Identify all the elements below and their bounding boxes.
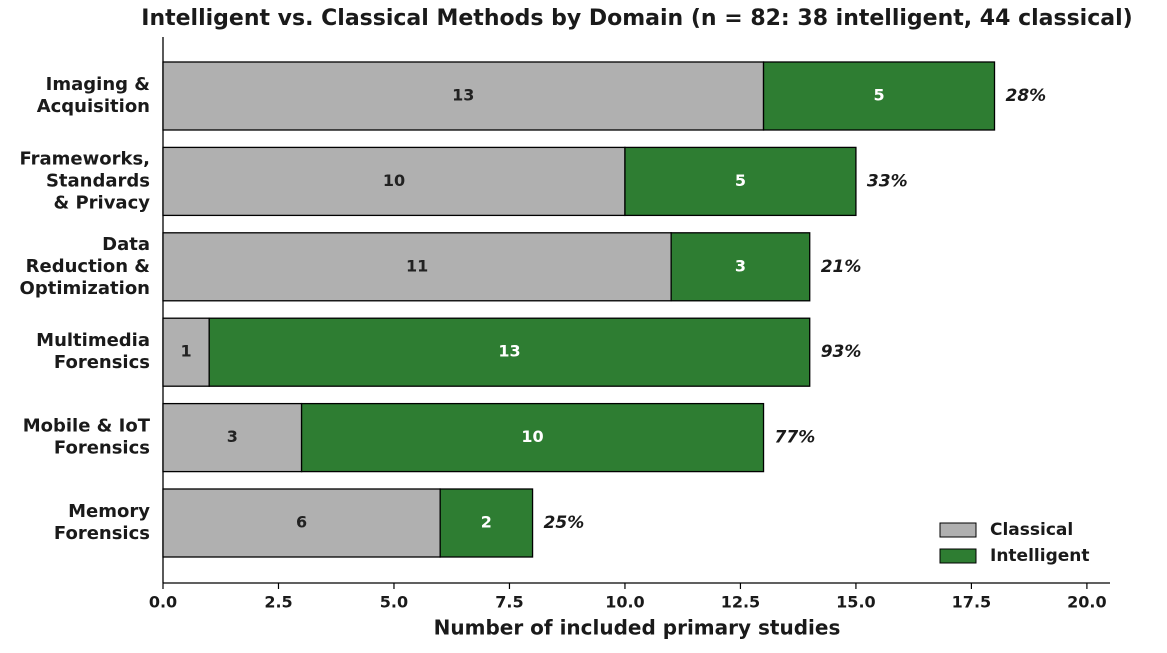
x-tick-label: 12.5	[721, 593, 760, 612]
chart-title: Intelligent vs. Classical Methods by Dom…	[141, 6, 1132, 31]
y-tick-label: Imaging & Acquisition	[37, 74, 150, 117]
share-label: 28%	[1006, 86, 1047, 106]
legend-swatch	[939, 522, 977, 538]
bar-value-label: 3	[227, 427, 238, 446]
y-tick-label: Multimedia Forensics	[36, 330, 150, 373]
bar-value-label: 2	[481, 513, 492, 532]
bar-value-label: 13	[452, 86, 474, 105]
x-tick-label: 17.5	[952, 593, 991, 612]
x-tick-label: 5.0	[380, 593, 408, 612]
bar-segment	[762, 61, 996, 131]
x-tick-label: 2.5	[264, 593, 292, 612]
x-tick-label: 10.0	[605, 593, 644, 612]
bar-value-label: 5	[873, 86, 884, 105]
x-tick-label: 15.0	[836, 593, 875, 612]
y-tick-label: Mobile & IoT Forensics	[23, 416, 151, 459]
bar-value-label: 6	[296, 513, 307, 532]
x-axis-label: Number of included primary studies	[434, 616, 841, 640]
bar-segment	[162, 146, 626, 217]
legend-label: Intelligent	[990, 546, 1090, 566]
bar-value-label: 10	[521, 427, 543, 446]
legend-label: Classical	[990, 520, 1073, 540]
bar-value-label: 3	[735, 256, 746, 275]
bar-segment	[624, 146, 857, 217]
bar-segment	[162, 61, 765, 131]
bar-value-label: 10	[383, 171, 405, 190]
bar-value-label: 11	[406, 256, 428, 275]
share-label: 93%	[821, 342, 862, 362]
share-label: 33%	[867, 171, 908, 191]
y-tick-label: Frameworks, Standards & Privacy	[19, 148, 150, 213]
bar-segment	[162, 317, 210, 387]
x-tick-label: 20.0	[1067, 593, 1106, 612]
x-tick-label: 0.0	[149, 593, 177, 612]
bar-value-label: 1	[181, 342, 192, 361]
bar-segment	[162, 402, 303, 473]
share-label: 25%	[544, 513, 585, 533]
bar-segment	[208, 317, 811, 387]
y-tick-label: Data Reduction & Optimization	[20, 234, 150, 299]
bar-value-label: 5	[735, 171, 746, 190]
bar-segment	[162, 232, 672, 302]
y-tick-label: Memory Forensics	[54, 501, 150, 544]
bar-segment	[162, 488, 441, 558]
share-label: 77%	[775, 428, 816, 448]
bar-segment	[439, 488, 534, 558]
legend-swatch	[939, 548, 977, 564]
bar-segment	[300, 402, 765, 473]
share-label: 21%	[821, 257, 862, 277]
x-tick-label: 7.5	[495, 593, 523, 612]
bar-value-label: 13	[498, 342, 520, 361]
bar-segment	[670, 232, 811, 302]
